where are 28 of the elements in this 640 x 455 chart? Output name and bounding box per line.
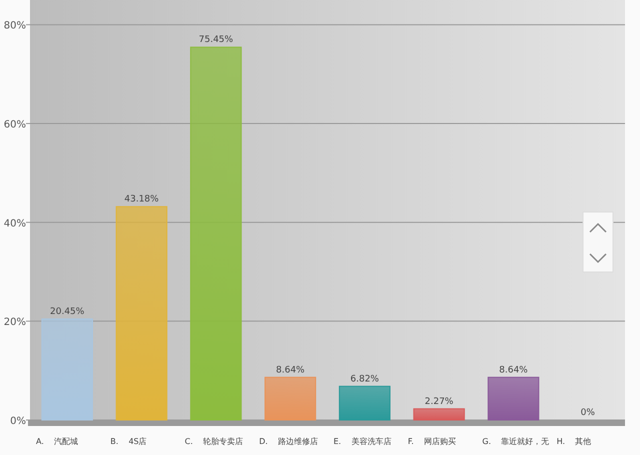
data-label: 75.45% [198,35,234,46]
bar [41,318,93,420]
y-tick-label: 40% [4,218,26,230]
data-label: 6.82% [350,374,380,384]
x-tick-label: C. 轮胎专卖店 [184,437,244,446]
x-tick-label: D. 路边维修店 [259,437,318,446]
y-tick-label: 60% [4,120,26,131]
y-tick-label: 0% [10,416,26,427]
x-tick-label: E. 美容洗车店 [334,437,392,446]
x-tick-label: A. 汽配城 [36,437,78,446]
data-label: 0% [580,408,596,418]
bar [116,206,168,420]
data-label: 20.45% [50,306,85,317]
data-label: 8.64% [499,365,528,376]
data-label: 8.64% [276,365,306,376]
x-tick-label: F. 网店购买 [408,437,456,446]
bar [413,408,465,420]
x-tick-label: B. 4S店 [110,437,147,446]
y-tick-label: 20% [4,317,26,328]
bar [488,376,540,420]
x-tick-label: G. 靠近就好，无 [482,437,550,446]
data-label: 43.18% [124,194,160,205]
y-tick-label: 80% [4,20,26,32]
bar [190,46,242,420]
bar [338,386,390,420]
bar [264,376,316,420]
data-label: 2.27% [424,396,454,407]
x-tick-label: H. 其他 [556,437,592,446]
